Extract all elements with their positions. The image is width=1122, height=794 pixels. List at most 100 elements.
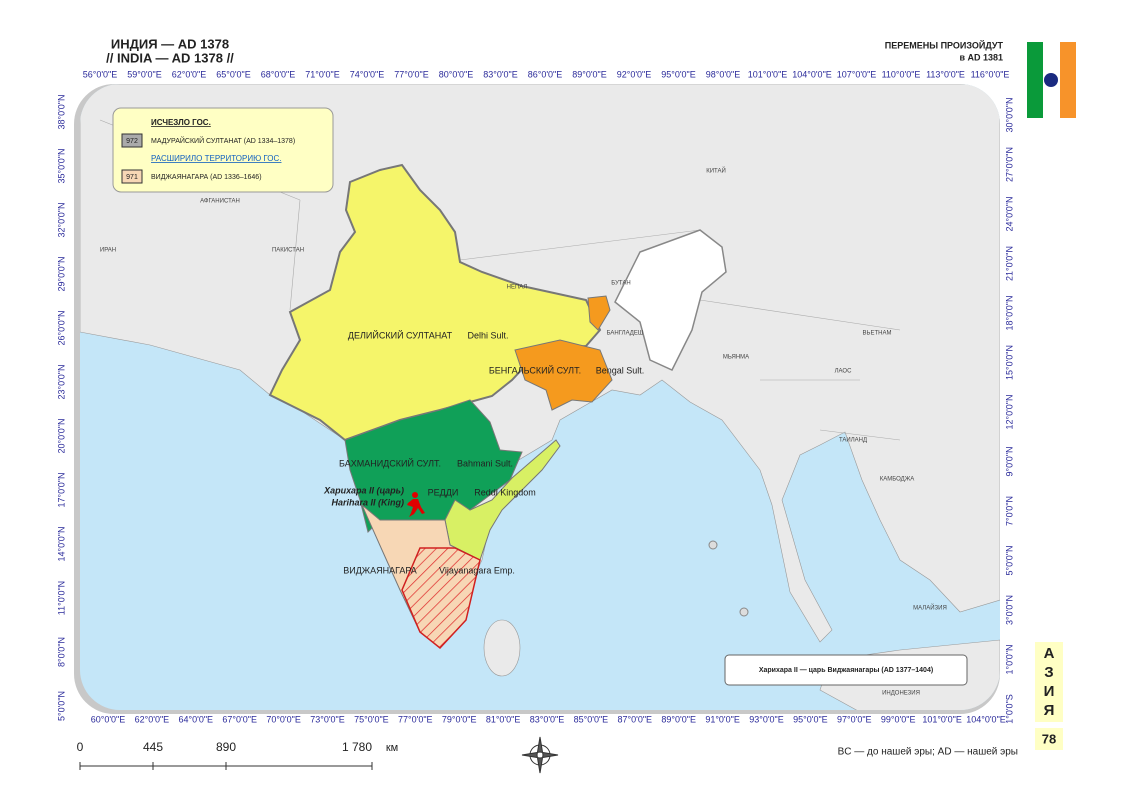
compass — [521, 736, 559, 774]
legend-label: ВИДЖАЯНАГАРА (AD 1336–1646) — [151, 174, 262, 181]
latitude-label: 1°0'0"S — [1004, 694, 1014, 724]
state-label: Bahmani Sult. — [457, 458, 513, 468]
country-label: МЬЯНМА — [723, 355, 749, 361]
bengal-sultanate-north — [587, 295, 611, 331]
longitude-label: 62°0'0"E — [172, 69, 207, 79]
longitude-label: 64°0'0"E — [179, 714, 214, 724]
state-label: БАХМАНИДСКИЙ СУЛТ. — [339, 457, 441, 468]
longitude-label: 71°0'0"E — [305, 69, 340, 79]
country-label: КАМБОДЖА — [880, 477, 915, 483]
page-tab — [1035, 728, 1063, 750]
longitude-label: 67°0'0"E — [222, 714, 257, 724]
side-letter: И — [1044, 683, 1055, 700]
latitude-label: 8°0'0"N — [56, 637, 66, 667]
flag-emblem — [1044, 73, 1058, 87]
state-label: Vijayanagara Emp. — [439, 565, 515, 575]
country-label: МАЛАЙЗИЯ — [913, 604, 947, 612]
ruler-label: Harihara II (King) — [331, 497, 404, 507]
latitude-label: 30°0'0"N — [1004, 97, 1014, 132]
legend-code: 972 — [126, 138, 138, 145]
scale-label: 445 — [143, 740, 163, 754]
longitude-label: 98°0'0"E — [706, 69, 741, 79]
legend-code: 971 — [126, 174, 138, 181]
longitude-label: 83°0'0"E — [530, 714, 565, 724]
page-number: 78 — [1042, 731, 1056, 746]
longitude-label: 104°0'0"E — [792, 69, 832, 79]
longitude-label: 59°0'0"E — [127, 69, 162, 79]
latitude-label: 9°0'0"N — [1004, 446, 1014, 476]
country-label: АФГАНИСТАН — [200, 199, 240, 205]
longitude-label: 83°0'0"E — [483, 69, 518, 79]
island — [708, 540, 718, 550]
longitude-label: 65°0'0"E — [216, 69, 251, 79]
latitude-label: 38°0'0"N — [56, 94, 66, 129]
scale-label: 890 — [216, 740, 236, 754]
legend-swatch — [121, 169, 143, 184]
longitude-label: 80°0'0"E — [439, 69, 474, 79]
latitude-label: 27°0'0"N — [1004, 147, 1014, 182]
country-label: ИРАН — [100, 248, 116, 254]
bahmani-sultanate — [344, 399, 523, 533]
delhi-sultanate — [268, 163, 602, 442]
latitude-label: 5°0'0"N — [1004, 545, 1014, 575]
latitude-label: 7°0'0"N — [1004, 496, 1014, 526]
longitude-label: 89°0'0"E — [661, 714, 696, 724]
side-letter: Я — [1044, 702, 1055, 719]
longitude-label: 68°0'0"E — [261, 69, 296, 79]
latitude-label: 15°0'0"N — [1004, 345, 1014, 380]
map — [80, 84, 1000, 710]
longitude-label: 97°0'0"E — [837, 714, 872, 724]
longitude-label: 116°0'0"E — [971, 69, 1010, 79]
longitude-label: 89°0'0"E — [572, 69, 607, 79]
longitude-label: 95°0'0"E — [793, 714, 828, 724]
info-box — [724, 654, 968, 686]
latitude-label: 18°0'0"N — [1004, 295, 1014, 330]
side-letter: З — [1044, 664, 1053, 681]
country-label: ИНДОНЕЗИЯ — [882, 691, 920, 697]
state-label: РЕДДИ — [428, 487, 459, 497]
country-label: ВЬЕТНАМ — [863, 331, 892, 337]
longitude-label: 110°0'0"E — [882, 69, 921, 79]
notice: в AD 1381 — [959, 52, 1003, 62]
state-label: Reddi Kingdom — [474, 487, 536, 497]
legend-heading: ИСЧЕЗЛО ГОС. — [151, 118, 211, 127]
country-label: ПАКИСТАН — [272, 248, 304, 254]
legend-label: МАДУРАЙСКИЙ СУЛТАНАТ (AD 1334–1378) — [151, 136, 295, 145]
state-label: ДЕЛИЙСКИЙ СУЛТАНАТ — [348, 329, 453, 340]
longitude-label: 91°0'0"E — [705, 714, 740, 724]
longitude-label: 56°0'0"E — [83, 69, 118, 79]
longitude-label: 101°0'0"E — [922, 714, 962, 724]
longitude-label: 87°0'0"E — [618, 714, 653, 724]
latitude-label: 26°0'0"N — [56, 310, 66, 345]
legend-heading: РАСШИРИЛО ТЕРРИТОРИЮ ГОС. — [151, 154, 282, 163]
country-label: НЕПАЛ — [507, 285, 528, 291]
sri-lanka — [483, 619, 521, 677]
legend-box — [112, 107, 334, 193]
ruler-icon — [407, 492, 425, 517]
legend-swatch — [121, 133, 143, 148]
longitude-label: 60°0'0"E — [91, 714, 126, 724]
notice: ПЕРЕМЕНЫ ПРОИЗОЙДУТ — [885, 39, 1004, 50]
country-label: ТАИЛАНД — [839, 438, 867, 444]
longitude-label: 93°0'0"E — [749, 714, 784, 724]
scale-label: 0 — [77, 740, 84, 754]
latitude-label: 20°0'0"N — [56, 418, 66, 453]
longitude-label: 101°0'0"E — [748, 69, 788, 79]
side-tab — [1035, 642, 1063, 722]
longitude-label: 75°0'0"E — [354, 714, 389, 724]
longitude-label: 95°0'0"E — [661, 69, 696, 79]
latitude-label: 21°0'0"N — [1004, 246, 1014, 281]
title: ИНДИЯ — AD 1378 — [111, 36, 229, 51]
latitude-label: 29°0'0"N — [56, 256, 66, 291]
assam — [614, 229, 727, 371]
flag-orange — [1060, 42, 1076, 118]
latitude-label: 35°0'0"N — [56, 148, 66, 183]
scale-label: 1 780 — [342, 740, 372, 754]
longitude-label: 74°0'0"E — [350, 69, 385, 79]
longitude-label: 62°0'0"E — [135, 714, 170, 724]
longitude-label: 107°0'0"E — [837, 69, 877, 79]
country-label: ЛАОС — [835, 369, 852, 375]
latitude-label: 11°0'0"N — [56, 581, 66, 615]
longitude-label: 70°0'0"E — [266, 714, 301, 724]
state-label: БЕНГАЛЬСКИЙ СУЛТ. — [489, 364, 581, 375]
